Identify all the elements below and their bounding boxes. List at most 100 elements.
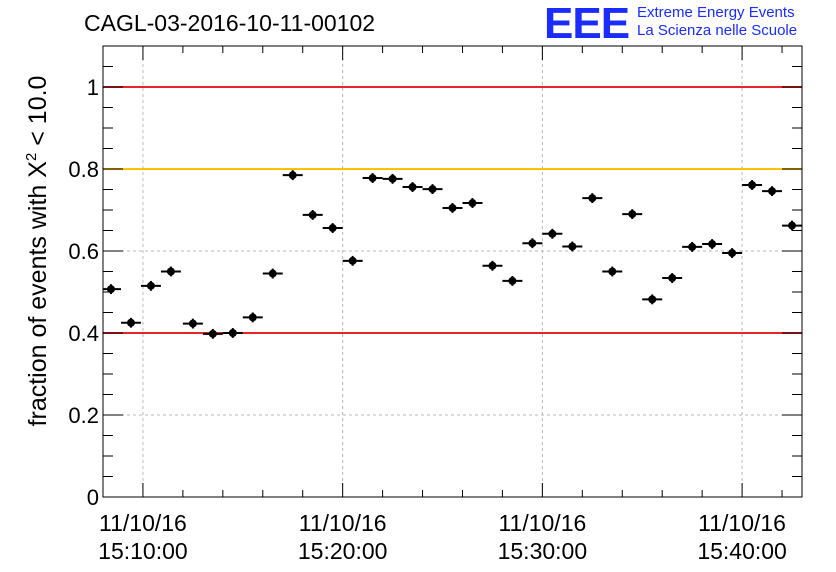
data-marker bbox=[788, 221, 797, 230]
data-marker bbox=[508, 276, 517, 285]
data-point bbox=[482, 260, 503, 271]
data-point bbox=[742, 180, 763, 190]
eee-logo: EEE bbox=[544, 0, 630, 48]
data-marker bbox=[328, 224, 337, 233]
y-tick-label: 1 bbox=[87, 75, 99, 100]
data-marker bbox=[166, 267, 175, 276]
x-tick-label-date: 11/10/16 bbox=[299, 510, 387, 536]
y-axis-label-prefix: fraction of events with X bbox=[24, 161, 52, 427]
x-tick-labels: 11/10/1615:10:0011/10/1615:20:0011/10/16… bbox=[98, 510, 787, 564]
data-marker bbox=[228, 329, 237, 337]
data-marker bbox=[268, 269, 277, 278]
y-tick-labels: 0 0.2 0.4 0.6 0.8 1 bbox=[68, 75, 99, 510]
data-marker bbox=[408, 183, 417, 192]
y-axis-label-superscript: 2 bbox=[23, 152, 40, 162]
data-marker bbox=[568, 242, 577, 251]
x-tick-label-time: 15:40:00 bbox=[697, 538, 787, 564]
data-point bbox=[602, 266, 623, 277]
y-tick-label: 0.2 bbox=[68, 403, 99, 428]
data-point bbox=[182, 318, 203, 329]
data-marker bbox=[488, 261, 497, 270]
data-marker bbox=[188, 319, 197, 328]
data-marker bbox=[608, 267, 617, 276]
data-marker bbox=[548, 229, 557, 238]
data-point bbox=[322, 223, 343, 233]
data-marker bbox=[388, 174, 397, 183]
data-point bbox=[262, 268, 283, 279]
axis-ticks bbox=[102, 46, 802, 498]
data-marker bbox=[768, 187, 777, 196]
data-point bbox=[120, 317, 141, 328]
data-point bbox=[422, 184, 443, 195]
plot-frame bbox=[102, 45, 803, 498]
data-point bbox=[542, 228, 563, 239]
y-axis-label: fraction of events with X2 < 10.0 bbox=[23, 61, 53, 441]
data-marker bbox=[208, 329, 217, 338]
y-tick-label: 0.8 bbox=[68, 157, 99, 182]
data-point bbox=[662, 273, 683, 283]
data-marker bbox=[146, 281, 155, 290]
logo-caption: Extreme Energy Events La Scienza nelle S… bbox=[637, 4, 797, 40]
data-point bbox=[522, 238, 543, 249]
data-marker bbox=[348, 256, 357, 265]
data-point bbox=[762, 186, 783, 197]
data-marker bbox=[748, 180, 757, 189]
data-point bbox=[702, 239, 723, 249]
data-marker bbox=[288, 171, 297, 180]
data-point bbox=[682, 241, 703, 252]
logo-line-1: Extreme Energy Events bbox=[637, 4, 795, 21]
grid-lines bbox=[103, 46, 802, 497]
data-point bbox=[282, 170, 303, 181]
x-tick-label-time: 15:10:00 bbox=[98, 538, 188, 564]
data-marker bbox=[448, 203, 457, 212]
data-marker bbox=[106, 285, 115, 294]
x-tick-label-date: 11/10/16 bbox=[498, 510, 586, 536]
data-point bbox=[462, 198, 483, 208]
data-marker bbox=[708, 240, 717, 249]
y-axis-label-suffix: < 10.0 bbox=[24, 75, 52, 153]
data-point bbox=[140, 280, 161, 291]
data-point bbox=[103, 284, 121, 295]
chart-title: CAGL-03-2016-10-11-00102 bbox=[84, 10, 376, 36]
data-point bbox=[442, 203, 463, 213]
x-tick-label-date: 11/10/16 bbox=[698, 510, 786, 536]
data-points bbox=[103, 170, 802, 339]
data-point bbox=[502, 276, 523, 286]
x-tick-label-date: 11/10/16 bbox=[99, 510, 187, 536]
logo-line-2: La Scienza nelle Scuole bbox=[637, 22, 798, 39]
data-marker bbox=[308, 210, 317, 219]
data-marker bbox=[588, 194, 597, 203]
data-point bbox=[242, 312, 263, 323]
data-point bbox=[382, 173, 403, 184]
data-marker bbox=[648, 295, 657, 304]
data-marker bbox=[248, 313, 257, 322]
y-tick-label: 0.6 bbox=[68, 239, 99, 264]
data-point bbox=[342, 255, 363, 266]
data-point bbox=[642, 294, 663, 305]
x-tick-label-time: 15:20:00 bbox=[298, 538, 388, 564]
data-point bbox=[622, 209, 643, 220]
y-tick-label: 0 bbox=[87, 485, 99, 510]
data-marker bbox=[728, 249, 737, 258]
data-point bbox=[782, 220, 802, 231]
data-marker bbox=[468, 199, 477, 208]
y-tick-label: 0.4 bbox=[68, 321, 99, 346]
data-point bbox=[562, 241, 583, 252]
data-point bbox=[582, 193, 603, 204]
data-marker bbox=[528, 239, 537, 248]
data-marker bbox=[126, 318, 135, 327]
data-marker bbox=[428, 185, 437, 194]
data-marker bbox=[368, 174, 377, 183]
data-point bbox=[160, 266, 181, 277]
data-point bbox=[202, 328, 223, 339]
data-point bbox=[402, 182, 423, 192]
data-point bbox=[302, 210, 323, 220]
data-point bbox=[362, 173, 383, 183]
data-marker bbox=[668, 274, 677, 283]
x-tick-label-time: 15:30:00 bbox=[498, 538, 588, 564]
data-marker bbox=[688, 242, 697, 251]
data-point bbox=[722, 248, 743, 258]
data-point bbox=[222, 328, 243, 338]
data-marker bbox=[628, 210, 637, 219]
